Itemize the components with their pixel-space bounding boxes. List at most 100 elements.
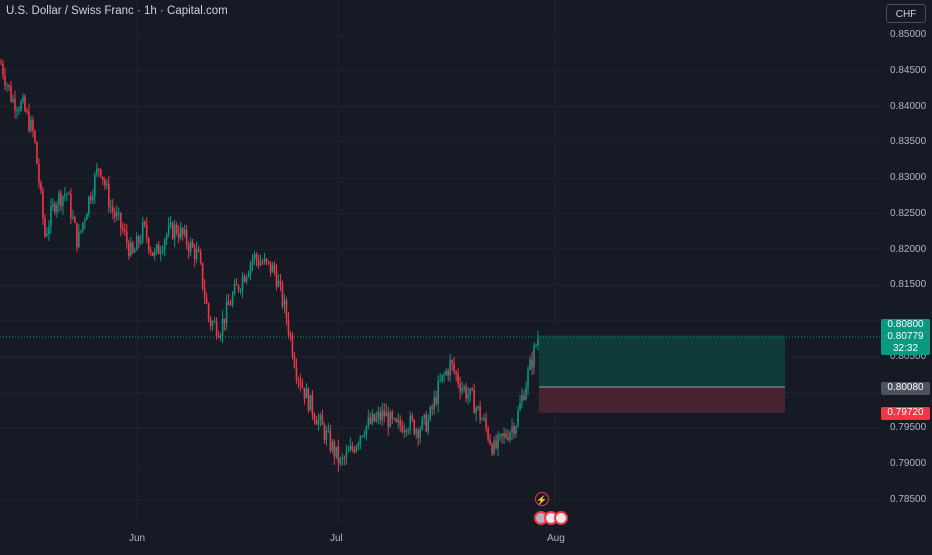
time-axis[interactable]: Jun Jul Aug [0, 524, 880, 550]
candle-body [345, 451, 348, 459]
candle-body [8, 84, 10, 87]
candle-body [417, 429, 420, 438]
candle-body [187, 244, 190, 252]
candle-body [119, 212, 122, 228]
candle-body [42, 190, 44, 218]
candle-body [287, 318, 290, 334]
candle-body [70, 194, 72, 219]
candle-body [391, 411, 394, 419]
profit-zone [539, 335, 785, 387]
candle-body [371, 413, 374, 424]
candle-body [385, 412, 388, 417]
candle-body [185, 229, 188, 245]
price-tick-label: 0.80500 [890, 350, 927, 362]
candle-body [104, 180, 106, 186]
candle-body [30, 119, 32, 131]
candle-body [273, 264, 276, 271]
candle-body [277, 280, 280, 287]
candle-body [183, 229, 186, 235]
candle-body [435, 397, 437, 404]
candle-body [471, 388, 473, 391]
candle-body [64, 194, 66, 197]
candle-body [527, 369, 529, 388]
date-tick-label: Jun [129, 533, 146, 544]
candle-body [117, 212, 120, 214]
candle-body [22, 96, 24, 102]
candle-body [473, 390, 475, 414]
candle-body [297, 378, 300, 381]
candle-body [327, 430, 330, 432]
candle-body [293, 356, 296, 367]
candle-body [263, 258, 266, 264]
candle-body [96, 168, 98, 175]
stop-loss-price-badge: 0.79720 [881, 407, 930, 420]
candle-body [135, 236, 138, 251]
countdown-label: 32:32 [892, 343, 919, 354]
candle-body [309, 394, 312, 411]
candle-body [411, 415, 414, 420]
price-tick-label: 0.85000 [890, 29, 927, 40]
candlestick-chart[interactable] [0, 0, 880, 550]
candle-body [519, 402, 521, 411]
candle-body [269, 261, 272, 273]
lightning-event-icon[interactable]: ⚡ [535, 492, 549, 506]
candle-body [161, 250, 164, 252]
candle-body [377, 412, 380, 417]
candle-body [123, 230, 126, 232]
candle-body [46, 233, 48, 237]
candle-body [271, 264, 274, 273]
candle-body [469, 388, 471, 396]
candle-body [509, 432, 511, 440]
candle-body [307, 388, 310, 411]
candle-body [291, 335, 294, 357]
candle-body [225, 301, 228, 324]
candle-body [383, 410, 386, 417]
candle-body [217, 335, 220, 338]
candle-body [109, 207, 112, 209]
candle-body [149, 250, 152, 253]
candle-body [537, 338, 539, 346]
ch-flag-event-icon[interactable] [554, 511, 568, 525]
candle-body [195, 249, 198, 260]
candle-body [241, 276, 244, 291]
candle-body [211, 321, 214, 326]
candle-body [86, 213, 88, 220]
candle-body [219, 335, 222, 338]
candle-body [20, 101, 22, 111]
candle-body [331, 441, 334, 451]
candle-body [229, 304, 232, 306]
candle-body [213, 321, 216, 323]
candle-body [401, 425, 404, 433]
candle-body [84, 219, 86, 223]
candle-body [443, 374, 445, 376]
candle-body [153, 251, 156, 256]
candle-body [106, 183, 108, 186]
candle-body [423, 414, 426, 418]
candle-body [311, 394, 314, 415]
candle-body [339, 458, 342, 464]
currency-button[interactable]: CHF [886, 4, 926, 23]
candle-body [231, 294, 234, 305]
candle-body [2, 63, 4, 76]
candle-body [201, 262, 204, 288]
candle-body [439, 380, 441, 382]
candle-body [441, 374, 443, 381]
candle-body [495, 440, 497, 448]
candle-body [353, 449, 356, 452]
candle-body [329, 430, 332, 451]
candle-body [461, 388, 463, 392]
candle-body [259, 262, 262, 266]
price-tick-label: 0.82500 [890, 207, 927, 219]
candle-body [80, 230, 82, 232]
candle-body [525, 387, 527, 400]
candle-body [76, 222, 78, 247]
candle-body [24, 96, 26, 111]
candle-body [323, 425, 326, 440]
candle-body [317, 419, 320, 425]
candle-body [515, 426, 517, 434]
candle-body [121, 227, 124, 231]
candle-body [36, 141, 38, 165]
candle-body [399, 419, 402, 426]
chart-area[interactable] [0, 0, 880, 550]
price-axis[interactable]: 0.85000 0.84500 0.84000 0.83500 0.83000 0.825… [880, 0, 932, 550]
